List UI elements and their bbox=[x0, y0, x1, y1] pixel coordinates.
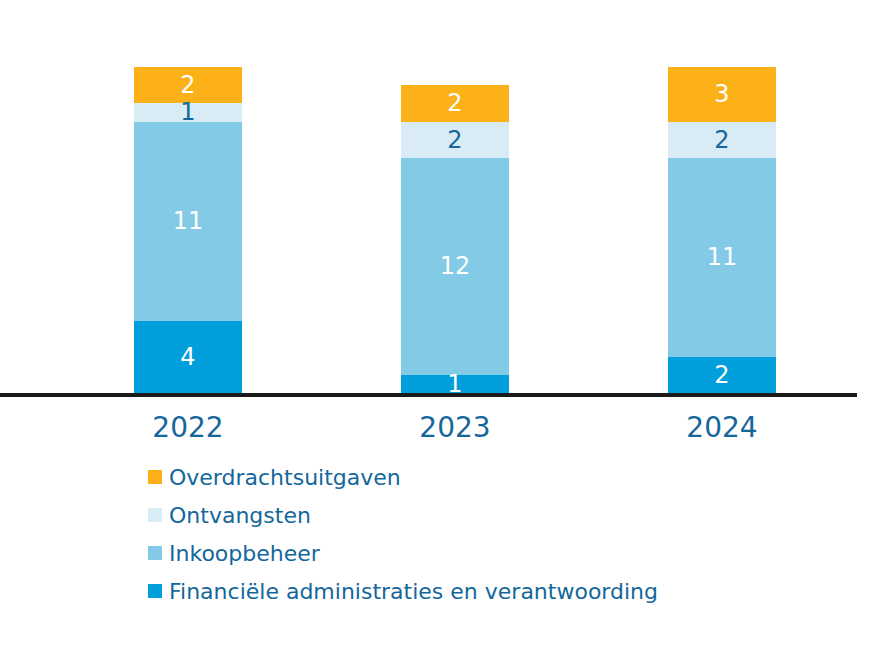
legend-item: Inkoopbeheer bbox=[148, 540, 658, 566]
x-axis-line bbox=[0, 393, 857, 397]
bar-segment: 3 bbox=[668, 67, 776, 121]
legend-swatch-icon bbox=[148, 508, 162, 522]
x-axis-tick-label: 2022 bbox=[152, 411, 223, 444]
legend-label: Overdrachtsuitgaven bbox=[169, 465, 401, 490]
bar-2024: 2 11 2 3 bbox=[668, 67, 776, 393]
bar-segment: 11 bbox=[134, 122, 242, 321]
segment-value-label: 4 bbox=[180, 345, 195, 369]
legend-swatch-icon bbox=[148, 546, 162, 560]
legend-label: Financiële administraties en verantwoord… bbox=[169, 579, 658, 604]
bar-2023: 1 12 2 2 bbox=[401, 85, 509, 393]
bar-segment: 12 bbox=[401, 158, 509, 375]
segment-value-label: 12 bbox=[440, 254, 471, 278]
legend-item: Ontvangsten bbox=[148, 502, 658, 528]
bar-segment: 2 bbox=[401, 85, 509, 121]
segment-value-label: 2 bbox=[180, 73, 195, 97]
segment-value-label: 2 bbox=[714, 128, 729, 152]
segment-value-label: 2 bbox=[447, 91, 462, 115]
legend-label: Ontvangsten bbox=[169, 503, 311, 528]
bar-segment: 2 bbox=[668, 357, 776, 393]
bar-segment: 2 bbox=[401, 122, 509, 158]
bar-segment: 1 bbox=[134, 103, 242, 121]
legend-label: Inkoopbeheer bbox=[169, 541, 320, 566]
stacked-bar-chart: 411121122221123 202220232024 Overdrachts… bbox=[0, 0, 892, 656]
legend-item: Overdrachtsuitgaven bbox=[148, 464, 658, 490]
legend-swatch-icon bbox=[148, 584, 162, 598]
segment-value-label: 3 bbox=[714, 82, 729, 106]
x-axis-tick-label: 2024 bbox=[686, 411, 757, 444]
segment-value-label: 11 bbox=[707, 245, 738, 269]
segment-value-label: 2 bbox=[447, 128, 462, 152]
legend-item: Financiële administraties en verantwoord… bbox=[148, 578, 658, 604]
bar-segment: 1 bbox=[401, 375, 509, 393]
bar-segment: 4 bbox=[134, 321, 242, 393]
segment-value-label: 2 bbox=[714, 363, 729, 387]
x-axis-tick-label: 2023 bbox=[419, 411, 490, 444]
legend: Overdrachtsuitgaven Ontvangsten Inkoopbehe… bbox=[148, 464, 658, 616]
legend-swatch-icon bbox=[148, 470, 162, 484]
bar-2022: 41112 bbox=[134, 67, 242, 393]
segment-value-label: 11 bbox=[173, 209, 204, 233]
bar-segment: 2 bbox=[668, 122, 776, 158]
bar-segment: 11 bbox=[668, 158, 776, 357]
